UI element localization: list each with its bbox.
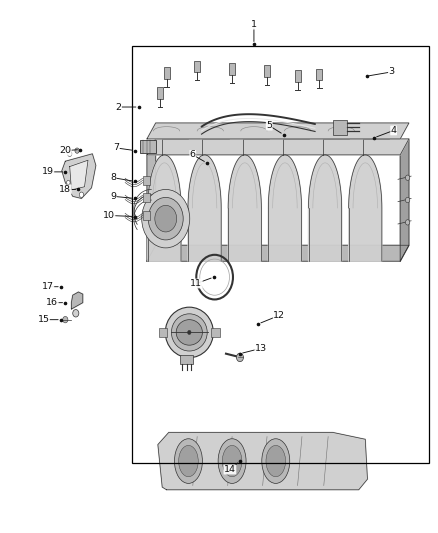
Polygon shape	[228, 155, 261, 261]
Polygon shape	[62, 154, 96, 198]
Bar	[180, 355, 193, 365]
Bar	[159, 328, 167, 337]
Bar	[143, 176, 150, 184]
Text: 2: 2	[116, 102, 122, 111]
Circle shape	[142, 189, 190, 248]
Circle shape	[75, 148, 79, 154]
Text: 19: 19	[42, 167, 54, 176]
Ellipse shape	[218, 439, 246, 483]
Text: 18: 18	[59, 185, 71, 194]
Bar	[140, 140, 156, 153]
Polygon shape	[349, 155, 382, 261]
Polygon shape	[71, 292, 83, 309]
Polygon shape	[268, 155, 301, 261]
Text: 4: 4	[391, 126, 397, 135]
Polygon shape	[158, 432, 367, 490]
Polygon shape	[400, 139, 409, 261]
Bar	[163, 67, 170, 79]
Text: 5: 5	[266, 121, 272, 130]
Ellipse shape	[171, 314, 207, 351]
Text: 1: 1	[251, 20, 257, 29]
Polygon shape	[188, 155, 221, 261]
Circle shape	[79, 192, 84, 197]
Polygon shape	[70, 160, 88, 190]
Text: 11: 11	[190, 279, 202, 288]
Bar	[294, 70, 300, 82]
Polygon shape	[147, 245, 409, 261]
Circle shape	[237, 353, 244, 362]
Bar	[143, 211, 150, 220]
Circle shape	[406, 197, 410, 203]
Bar	[264, 65, 270, 77]
Ellipse shape	[165, 307, 213, 358]
Text: 9: 9	[110, 192, 117, 201]
Text: 10: 10	[103, 211, 115, 220]
Bar	[157, 87, 163, 99]
Text: 7: 7	[113, 143, 120, 152]
Bar	[132, 46, 428, 463]
Polygon shape	[308, 155, 342, 261]
Bar	[194, 61, 200, 72]
Polygon shape	[148, 155, 181, 261]
Circle shape	[63, 317, 68, 323]
Ellipse shape	[179, 446, 198, 477]
Circle shape	[67, 180, 70, 184]
Ellipse shape	[262, 439, 290, 483]
Circle shape	[148, 197, 183, 240]
Text: 17: 17	[42, 282, 54, 291]
Polygon shape	[147, 123, 409, 139]
Polygon shape	[147, 139, 409, 155]
Bar	[316, 69, 322, 80]
Circle shape	[406, 220, 410, 225]
Text: 16: 16	[46, 298, 58, 307]
Ellipse shape	[338, 122, 343, 133]
Ellipse shape	[176, 320, 202, 345]
Ellipse shape	[174, 439, 202, 483]
Bar	[229, 63, 235, 75]
Circle shape	[155, 205, 177, 232]
Text: 12: 12	[273, 311, 285, 320]
Circle shape	[67, 151, 72, 157]
Bar	[143, 193, 150, 201]
Circle shape	[73, 310, 79, 317]
Text: 6: 6	[190, 150, 196, 159]
Text: 3: 3	[389, 68, 395, 76]
Text: 20: 20	[59, 146, 71, 155]
Bar	[333, 120, 347, 135]
Circle shape	[187, 330, 191, 335]
Ellipse shape	[266, 446, 286, 477]
Text: 8: 8	[110, 173, 117, 182]
Text: 14: 14	[224, 465, 236, 474]
Bar	[211, 328, 220, 337]
Ellipse shape	[223, 446, 242, 477]
Text: 13: 13	[255, 344, 267, 353]
Polygon shape	[147, 139, 155, 261]
Text: 15: 15	[38, 315, 49, 324]
Circle shape	[406, 175, 410, 180]
